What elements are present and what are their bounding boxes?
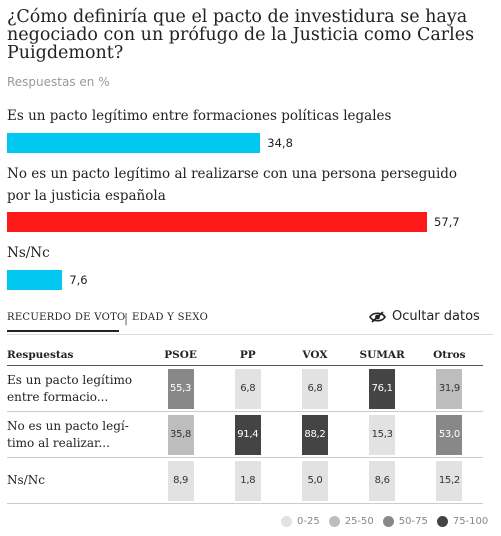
heatmap-cell: 35,8 [167, 414, 194, 455]
table-row: Es un pacto legítimo entre formacio... 55… [7, 365, 483, 412]
heatmap-cell: 15,2 [436, 460, 463, 501]
ocultar-datos-label: Ocultar datos [392, 309, 480, 324]
tab-edad-y-sexo[interactable]: EDAD Y SEXO [132, 312, 209, 323]
column-header-sumar: SUMAR [348, 345, 416, 366]
column-header-otros: Otros [415, 345, 483, 366]
table-cell: 31,9 [415, 365, 483, 412]
answer-label: Ns/Nc [7, 245, 50, 261]
legend-item: 25-50 [328, 516, 374, 527]
row-label: Ns/Nc [7, 457, 147, 504]
divider [7, 334, 493, 335]
tab-separator: | [124, 311, 129, 325]
table-cell: 88,2 [281, 411, 349, 458]
bar [7, 212, 427, 232]
legend-item: 0-25 [281, 516, 320, 527]
chart-subtitle: Respuestas en % [7, 75, 110, 89]
heatmap-cell: 6,8 [234, 368, 261, 409]
column-header-vox: VOX [281, 345, 349, 366]
heatmap-cell: 55,3 [167, 368, 194, 409]
legend-item: 50-75 [382, 516, 428, 527]
answer-label: Es un pacto legítimo entre formaciones p… [7, 108, 392, 124]
table-cell: 53,0 [415, 411, 483, 458]
table-cell: 5,0 [281, 457, 349, 504]
heatmap-cell: 88,2 [301, 414, 328, 455]
legend-label: 25-50 [344, 516, 374, 527]
table-cell: 8,9 [147, 457, 215, 504]
legend-swatch [382, 516, 394, 527]
table-cell: 15,3 [348, 411, 416, 458]
bar [7, 270, 63, 290]
vote-heatmap-table: Respuestas PSOE PP VOX SUMAR Otros Es un pact… [7, 345, 483, 504]
table-cell: 1,8 [214, 457, 282, 504]
column-header-psoe: PSOE [147, 345, 215, 366]
answer-label: No es un pacto legítimo al realizarse co… [7, 166, 458, 204]
row-label: Es un pacto legítimo entre formacio... [7, 365, 147, 412]
heatmap-cell: 31,9 [436, 368, 463, 409]
column-header-pp: PP [214, 345, 282, 366]
heatmap-cell: 5,0 [301, 460, 328, 501]
bar-value-label: 7,6 [69, 273, 88, 287]
bar-value-label: 34,8 [267, 136, 293, 150]
table-cell: 76,1 [348, 365, 416, 412]
legend-label: 75-100 [452, 516, 489, 527]
table-cell: 35,8 [147, 411, 215, 458]
table-cell: 6,8 [281, 365, 349, 412]
row-label: No es un pacto legí-timo al realizar... [7, 411, 147, 458]
bar-value-label: 57,7 [434, 215, 460, 229]
heatmap-cell: 53,0 [436, 414, 463, 455]
table-header-row: Respuestas PSOE PP VOX SUMAR Otros [7, 345, 483, 366]
legend-swatch [328, 516, 340, 527]
chart-title: ¿Cómo definiría que el pacto de investid… [7, 7, 475, 63]
table-cell: 15,2 [415, 457, 483, 504]
legend-label: 50-75 [398, 516, 428, 527]
bar [7, 133, 261, 153]
column-header-respuestas: Respuestas [7, 345, 147, 366]
table-cell: 8,6 [348, 457, 416, 504]
heatmap-cell: 8,9 [167, 460, 194, 501]
heatmap-cell: 76,1 [369, 368, 396, 409]
active-tab-underline [7, 330, 119, 332]
table-cell: 91,4 [214, 411, 282, 458]
table-row: Ns/Nc 8,9 1,8 5,0 8,6 15,2 [7, 457, 483, 504]
heatmap-cell: 15,3 [369, 414, 396, 455]
heatmap-cell: 6,8 [301, 368, 328, 409]
tab-recuerdo-de-voto[interactable]: RECUERDO DE VOTO [7, 312, 126, 323]
heatmap-cell: 91,4 [234, 414, 261, 455]
eye-slash-icon [369, 310, 386, 323]
heatmap-cell: 8,6 [369, 460, 396, 501]
heatmap-cell: 1,8 [234, 460, 261, 501]
ocultar-datos-button[interactable]: Ocultar datos [369, 309, 480, 324]
heatmap-legend: 0-25 25-50 50-75 75-100 [281, 516, 488, 527]
table-cell: 6,8 [214, 365, 282, 412]
table-cell: 55,3 [147, 365, 215, 412]
legend-item: 75-100 [436, 516, 489, 527]
legend-swatch [281, 516, 292, 527]
legend-label: 0-25 [297, 516, 320, 527]
legend-swatch [436, 516, 448, 527]
table-row: No es un pacto legí-timo al realizar... 3… [7, 411, 483, 458]
